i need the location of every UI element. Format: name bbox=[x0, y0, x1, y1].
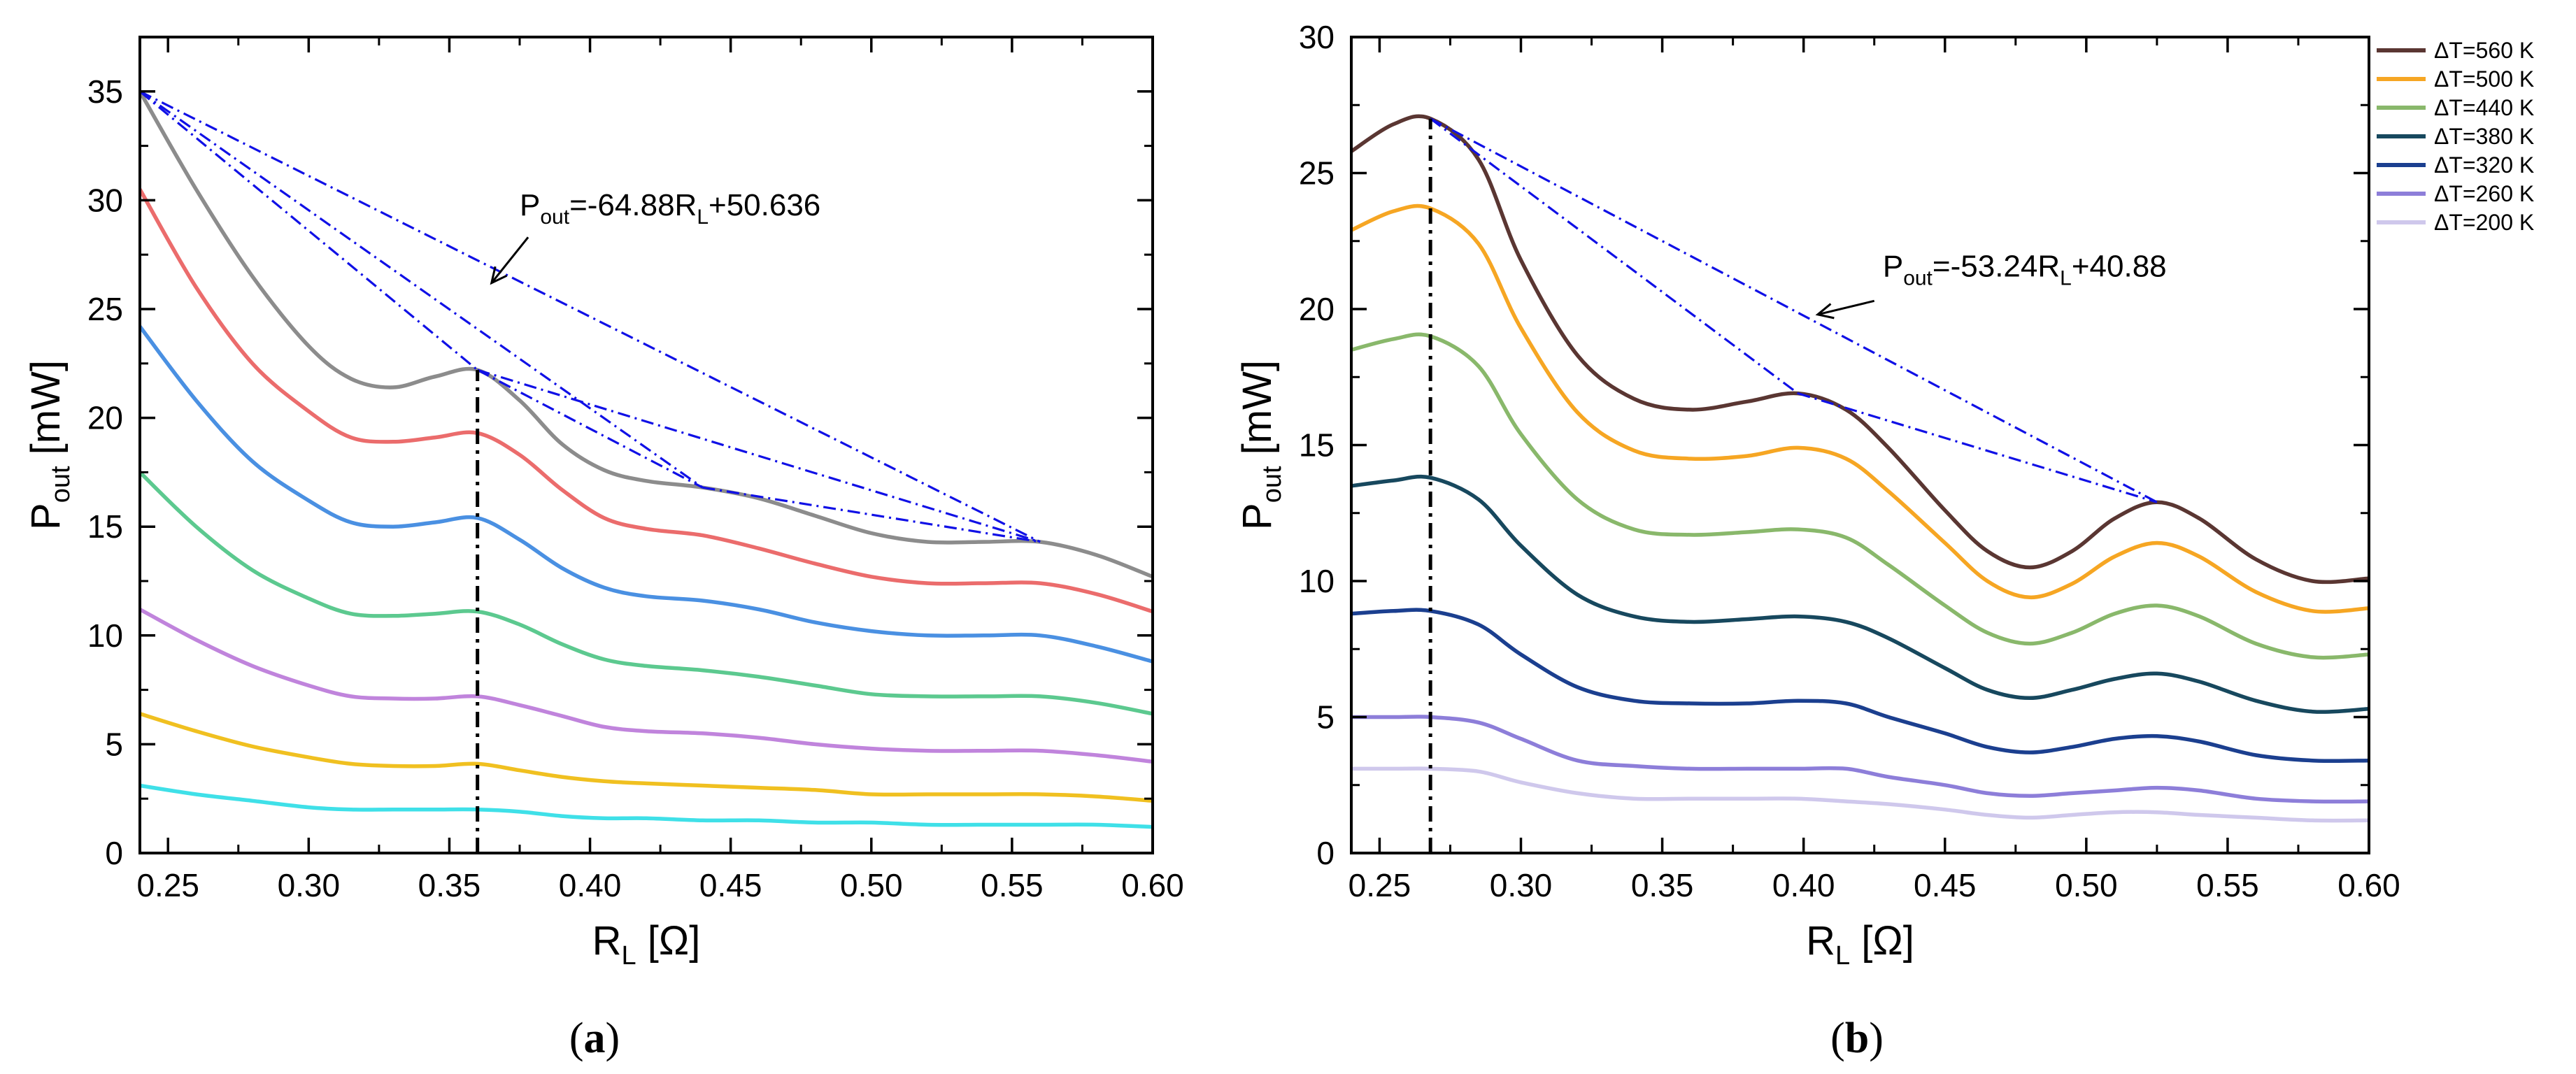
series-line-5 bbox=[1351, 608, 2369, 764]
series-line-7 bbox=[1351, 766, 2369, 823]
series-group bbox=[1351, 114, 2369, 823]
annotation-arrow bbox=[1817, 299, 1875, 316]
legend-label-2: ΔT=500 K bbox=[2434, 66, 2534, 92]
caption-b: (b) bbox=[1830, 1015, 1884, 1062]
series-line-6 bbox=[140, 712, 1153, 803]
series-line-3 bbox=[140, 325, 1153, 664]
x-tick-label: 0.45 bbox=[699, 867, 762, 903]
legend-label-4: ΔT=380 K bbox=[2434, 124, 2534, 149]
x-tick-label: 0.25 bbox=[136, 867, 199, 903]
chart-panel-a: 0.25 0.30 0.35 0.40 0.45 0.50 0.55 0.60 0 5 10 15 20… bbox=[23, 36, 1184, 971]
trend-line-2 bbox=[139, 90, 704, 489]
legend-label-7: ΔT=200 K bbox=[2434, 210, 2534, 235]
trend-line-3 bbox=[1798, 392, 2158, 503]
x-tick-label: 0.45 bbox=[1914, 867, 1977, 903]
y-axis-label: Pout [mW] bbox=[23, 360, 76, 530]
legend-label-3: ΔT=440 K bbox=[2434, 95, 2534, 120]
y-tick-label: 20 bbox=[87, 400, 123, 436]
series-line-6 bbox=[1351, 715, 2369, 804]
trend-line-1 bbox=[139, 90, 1041, 543]
series-line-4 bbox=[1351, 474, 2369, 714]
x-tick-label: 0.40 bbox=[1772, 867, 1835, 903]
legend-label-6: ΔT=260 K bbox=[2434, 181, 2534, 206]
y-tick-label: 25 bbox=[1299, 155, 1335, 192]
series-line-2 bbox=[1351, 203, 2369, 614]
y-tick-label: 15 bbox=[1299, 427, 1335, 464]
y-tick-label: 30 bbox=[87, 182, 123, 218]
x-tick-label: 0.30 bbox=[278, 867, 341, 903]
x-axis-label: RL [Ω] bbox=[1806, 918, 1914, 971]
chart-legend: ΔT=560 K ΔT=500 K ΔT=440 K ΔT=380 K ΔT=320 K… bbox=[2377, 38, 2534, 235]
annotation-arrow bbox=[490, 236, 529, 284]
x-tick-label: 0.25 bbox=[1349, 867, 1411, 903]
y-tick-label: 30 bbox=[1299, 19, 1335, 55]
x-tick-label: 0.30 bbox=[1490, 867, 1553, 903]
series-line-7 bbox=[140, 783, 1153, 829]
x-tick-label: 0.40 bbox=[559, 867, 622, 903]
y-tick-label: 5 bbox=[105, 726, 123, 762]
equation-annotation: Pout=-64.88RL+50.636 bbox=[520, 188, 820, 229]
trend-line-1 bbox=[1430, 117, 2158, 503]
trend-line-2 bbox=[1430, 117, 1799, 394]
y-tick-label: 35 bbox=[87, 73, 123, 110]
y-tick-label: 10 bbox=[1299, 563, 1335, 599]
x-axis-label: RL [Ω] bbox=[592, 918, 701, 971]
legend-label-5: ΔT=320 K bbox=[2434, 152, 2534, 178]
x-tick-label: 0.55 bbox=[981, 867, 1044, 903]
equation-annotation: Pout=-53.24RL+40.88 bbox=[1883, 249, 2167, 289]
y-tick-label: 5 bbox=[1316, 699, 1335, 736]
y-tick-label: 0 bbox=[1316, 835, 1335, 871]
caption-a: (a) bbox=[569, 1015, 620, 1062]
series-line-5 bbox=[140, 608, 1153, 764]
legend-label-1: ΔT=560 K bbox=[2434, 38, 2534, 63]
series-group bbox=[140, 90, 1153, 829]
trend-line-5 bbox=[476, 368, 704, 489]
plot-frame bbox=[138, 36, 1154, 854]
series-line-4 bbox=[140, 471, 1153, 716]
x-tick-label: 0.50 bbox=[840, 867, 903, 903]
x-tick-label: 0.35 bbox=[1631, 867, 1694, 903]
x-tick-label: 0.35 bbox=[418, 867, 481, 903]
x-tick-label: 0.60 bbox=[2337, 867, 2400, 903]
x-tick-label: 0.55 bbox=[2196, 867, 2259, 903]
annotation-arrowhead bbox=[1815, 303, 1835, 320]
series-line-1 bbox=[1351, 114, 2369, 585]
series-line-3 bbox=[1351, 332, 2369, 660]
trend-line-4 bbox=[477, 368, 1041, 543]
y-tick-label: 15 bbox=[87, 508, 123, 545]
annotation-arrowhead bbox=[490, 266, 508, 285]
y-tick-label: 10 bbox=[87, 617, 123, 654]
y-tick-label: 25 bbox=[87, 291, 123, 327]
chart-panel-b: 0.25 0.30 0.35 0.40 0.45 0.50 0.55 0.60 0 5 10 15 20… bbox=[1234, 19, 2400, 971]
series-line-1 bbox=[140, 90, 1153, 579]
x-tick-label: 0.60 bbox=[1121, 867, 1184, 903]
x-tick-label: 0.50 bbox=[2055, 867, 2118, 903]
y-tick-label: 0 bbox=[105, 835, 123, 871]
y-tick-label: 20 bbox=[1299, 291, 1335, 327]
trend-line-6 bbox=[702, 486, 1041, 543]
series-line-2 bbox=[140, 188, 1153, 614]
y-axis-label: Pout [mW] bbox=[1234, 360, 1287, 530]
